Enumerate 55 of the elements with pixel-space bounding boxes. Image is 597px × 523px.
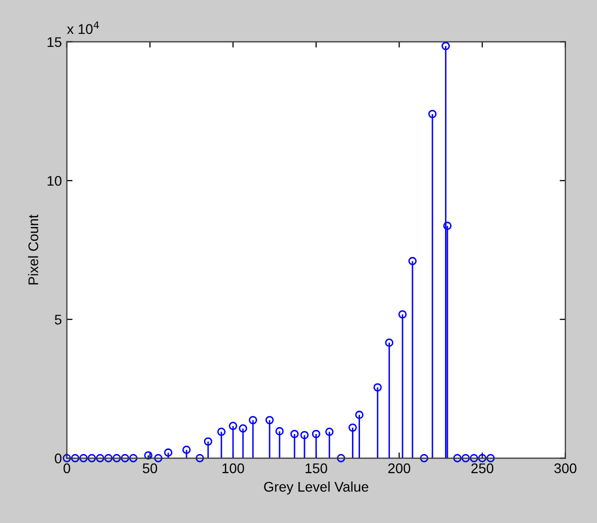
point [373,383,382,392]
point [88,454,96,462]
point [104,454,113,462]
x-tick-label: 100 [222,463,244,474]
point [217,428,226,436]
y-tick-label: 10 [48,176,62,186]
point [398,310,407,319]
x-tick-label: 250 [471,463,494,474]
point [348,423,357,432]
x-tick-label: 300 [554,463,576,474]
point [478,454,486,462]
point [428,110,437,118]
point [204,437,212,446]
point [336,454,346,462]
point [112,454,121,462]
point [275,427,284,436]
point [385,338,394,347]
point [62,454,72,462]
point [355,410,364,420]
point [96,454,104,462]
point [238,424,248,433]
point [129,454,138,462]
x-axis-title: Grey Level Value [264,482,368,494]
point [182,446,191,454]
point [144,451,152,460]
x-tick-label: 200 [388,463,410,474]
y-tick-label: 0 [54,453,62,464]
x-tick-label: 50 [142,463,158,474]
point [228,422,238,430]
text: x 10$^{4}$ [67,21,99,34]
point [470,454,478,462]
point [248,416,258,424]
point [443,222,452,230]
point [442,42,450,50]
y-axis-title: Pixel Count [28,214,38,284]
point [453,454,462,462]
point [196,454,204,462]
point [71,454,80,462]
point [312,430,320,438]
point [325,428,334,436]
point [164,448,172,457]
point [290,430,299,438]
y-tick-label: 5 [54,314,62,325]
point [486,454,495,462]
point [300,430,309,440]
point [420,454,428,462]
y-tick-label: 15 [48,37,62,48]
point [265,416,274,424]
point [408,256,417,266]
x-tick-label: 150 [306,463,328,474]
point [461,454,470,462]
point [154,454,162,462]
point [79,454,88,462]
x-tick-label: 0 [64,463,70,474]
point [120,454,130,462]
